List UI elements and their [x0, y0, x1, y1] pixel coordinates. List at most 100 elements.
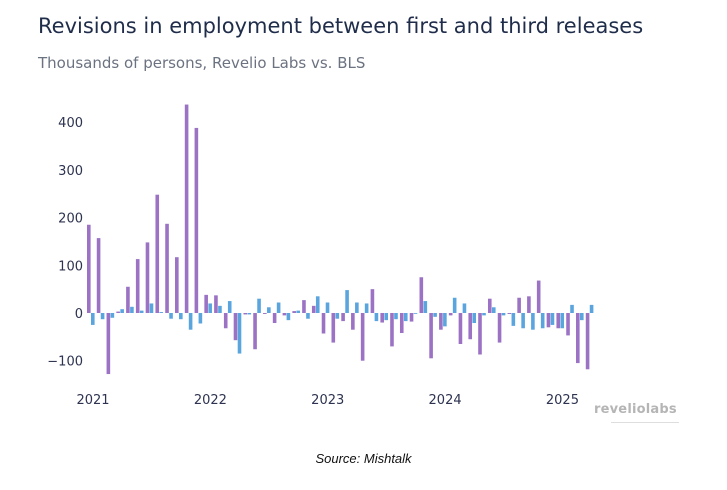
bar-bls [501, 313, 506, 316]
bar-revelio [165, 223, 169, 313]
bar-bls [394, 313, 398, 320]
bar-bls [589, 304, 594, 313]
bar-bls [403, 313, 408, 322]
bar-bls [413, 313, 418, 314]
bar-revelio [243, 313, 248, 315]
bar-revelio [390, 313, 394, 347]
source-note: Source: Mishtalk [315, 451, 412, 466]
bar-revelio [292, 311, 296, 313]
y-tick-label: 0 [75, 307, 83, 322]
bar-revelio [576, 313, 580, 364]
bar-bls [521, 313, 525, 329]
bar-revelio [126, 286, 130, 313]
bar-revelio [429, 313, 433, 359]
bar-bls [286, 313, 291, 321]
bar-bls [208, 303, 212, 313]
bar-bls [364, 303, 369, 313]
bar-bls [443, 313, 447, 327]
bar-revelio [194, 127, 199, 313]
bar-bls [257, 298, 261, 313]
revelio-labs-logo: reveliolabs [594, 402, 677, 417]
bar-revelio [116, 311, 120, 313]
y-tick-label: 300 [58, 164, 83, 179]
bar-revelio [321, 313, 326, 334]
bar-revelio [272, 313, 277, 324]
bar-revelio [380, 313, 384, 323]
bar-bls [198, 313, 203, 324]
bar-revelio [360, 313, 365, 361]
y-tick-label: −100 [47, 355, 83, 370]
x-tick-label: 2023 [311, 393, 344, 408]
bar-revelio [419, 277, 424, 313]
bar-revelio [448, 313, 453, 316]
bar-bls [423, 301, 428, 313]
bar-bls [511, 313, 516, 326]
bar-revelio [370, 289, 375, 313]
bar-bls [237, 313, 242, 354]
bar-revelio [487, 298, 492, 313]
bar-bls [462, 303, 467, 313]
bar-bls [306, 313, 310, 319]
bar-bls [540, 313, 545, 329]
bar-bls [472, 313, 477, 324]
bar-revelio [214, 295, 218, 313]
bar-revelio [253, 313, 257, 350]
bar-revelio [458, 313, 463, 344]
bar-bls [531, 313, 535, 330]
bar-bls [179, 313, 183, 320]
bar-bls [384, 313, 388, 321]
bar-bls [159, 312, 164, 313]
bar-revelio [351, 313, 355, 330]
bar-revelio [507, 313, 512, 314]
bar-bls [433, 313, 437, 317]
y-tick-label: 400 [58, 116, 83, 131]
bar-revelio [497, 313, 502, 343]
bar-bls [120, 309, 124, 313]
bar-revelio [556, 313, 561, 329]
bar-revelio [145, 242, 150, 313]
bar-revelio [87, 224, 91, 313]
bar-revelio [302, 300, 306, 313]
bar-bls [570, 304, 574, 313]
bar-bls [110, 313, 115, 318]
bar-revelio [585, 313, 590, 370]
bar-bls [355, 302, 359, 313]
bar-bls [452, 297, 457, 313]
bar-revelio [135, 259, 140, 313]
bar-revelio [263, 313, 267, 314]
bar-bls [296, 310, 300, 313]
bar-bls [345, 290, 349, 313]
bar-revelio [478, 313, 482, 355]
x-tick-label: 2025 [546, 393, 579, 408]
bar-bls [482, 313, 486, 316]
x-tick-label: 2021 [76, 393, 109, 408]
bar-revelio [468, 313, 473, 340]
bar-bls [218, 305, 222, 313]
bar-revelio [546, 313, 551, 328]
bar-revelio [439, 313, 443, 330]
bar-revelio [155, 194, 160, 313]
bar-bls [491, 307, 496, 313]
bar-bls [335, 313, 340, 319]
bar-revelio [566, 313, 570, 336]
bar-revelio [184, 104, 189, 313]
bar-bls [247, 313, 252, 315]
bar-revelio [536, 280, 541, 313]
bar-bls [139, 310, 144, 313]
bar-revelio [527, 296, 531, 314]
bar-bls [100, 313, 105, 320]
bar-revelio [204, 294, 208, 313]
y-tick-label: 100 [58, 259, 83, 274]
bar-bls [560, 313, 565, 329]
chart-subtitle: Thousands of persons, Revelio Labs vs. B… [38, 54, 366, 72]
bar-bls [374, 313, 379, 322]
bar-revelio [311, 305, 316, 313]
x-tick-label: 2024 [429, 393, 462, 408]
bar-revelio [517, 297, 521, 313]
bar-revelio [175, 257, 179, 313]
bar-bls [315, 296, 320, 314]
bar-bls [580, 313, 584, 321]
bar-revelio [331, 313, 336, 343]
bar-bls [169, 313, 173, 319]
bar-bls [130, 306, 134, 313]
